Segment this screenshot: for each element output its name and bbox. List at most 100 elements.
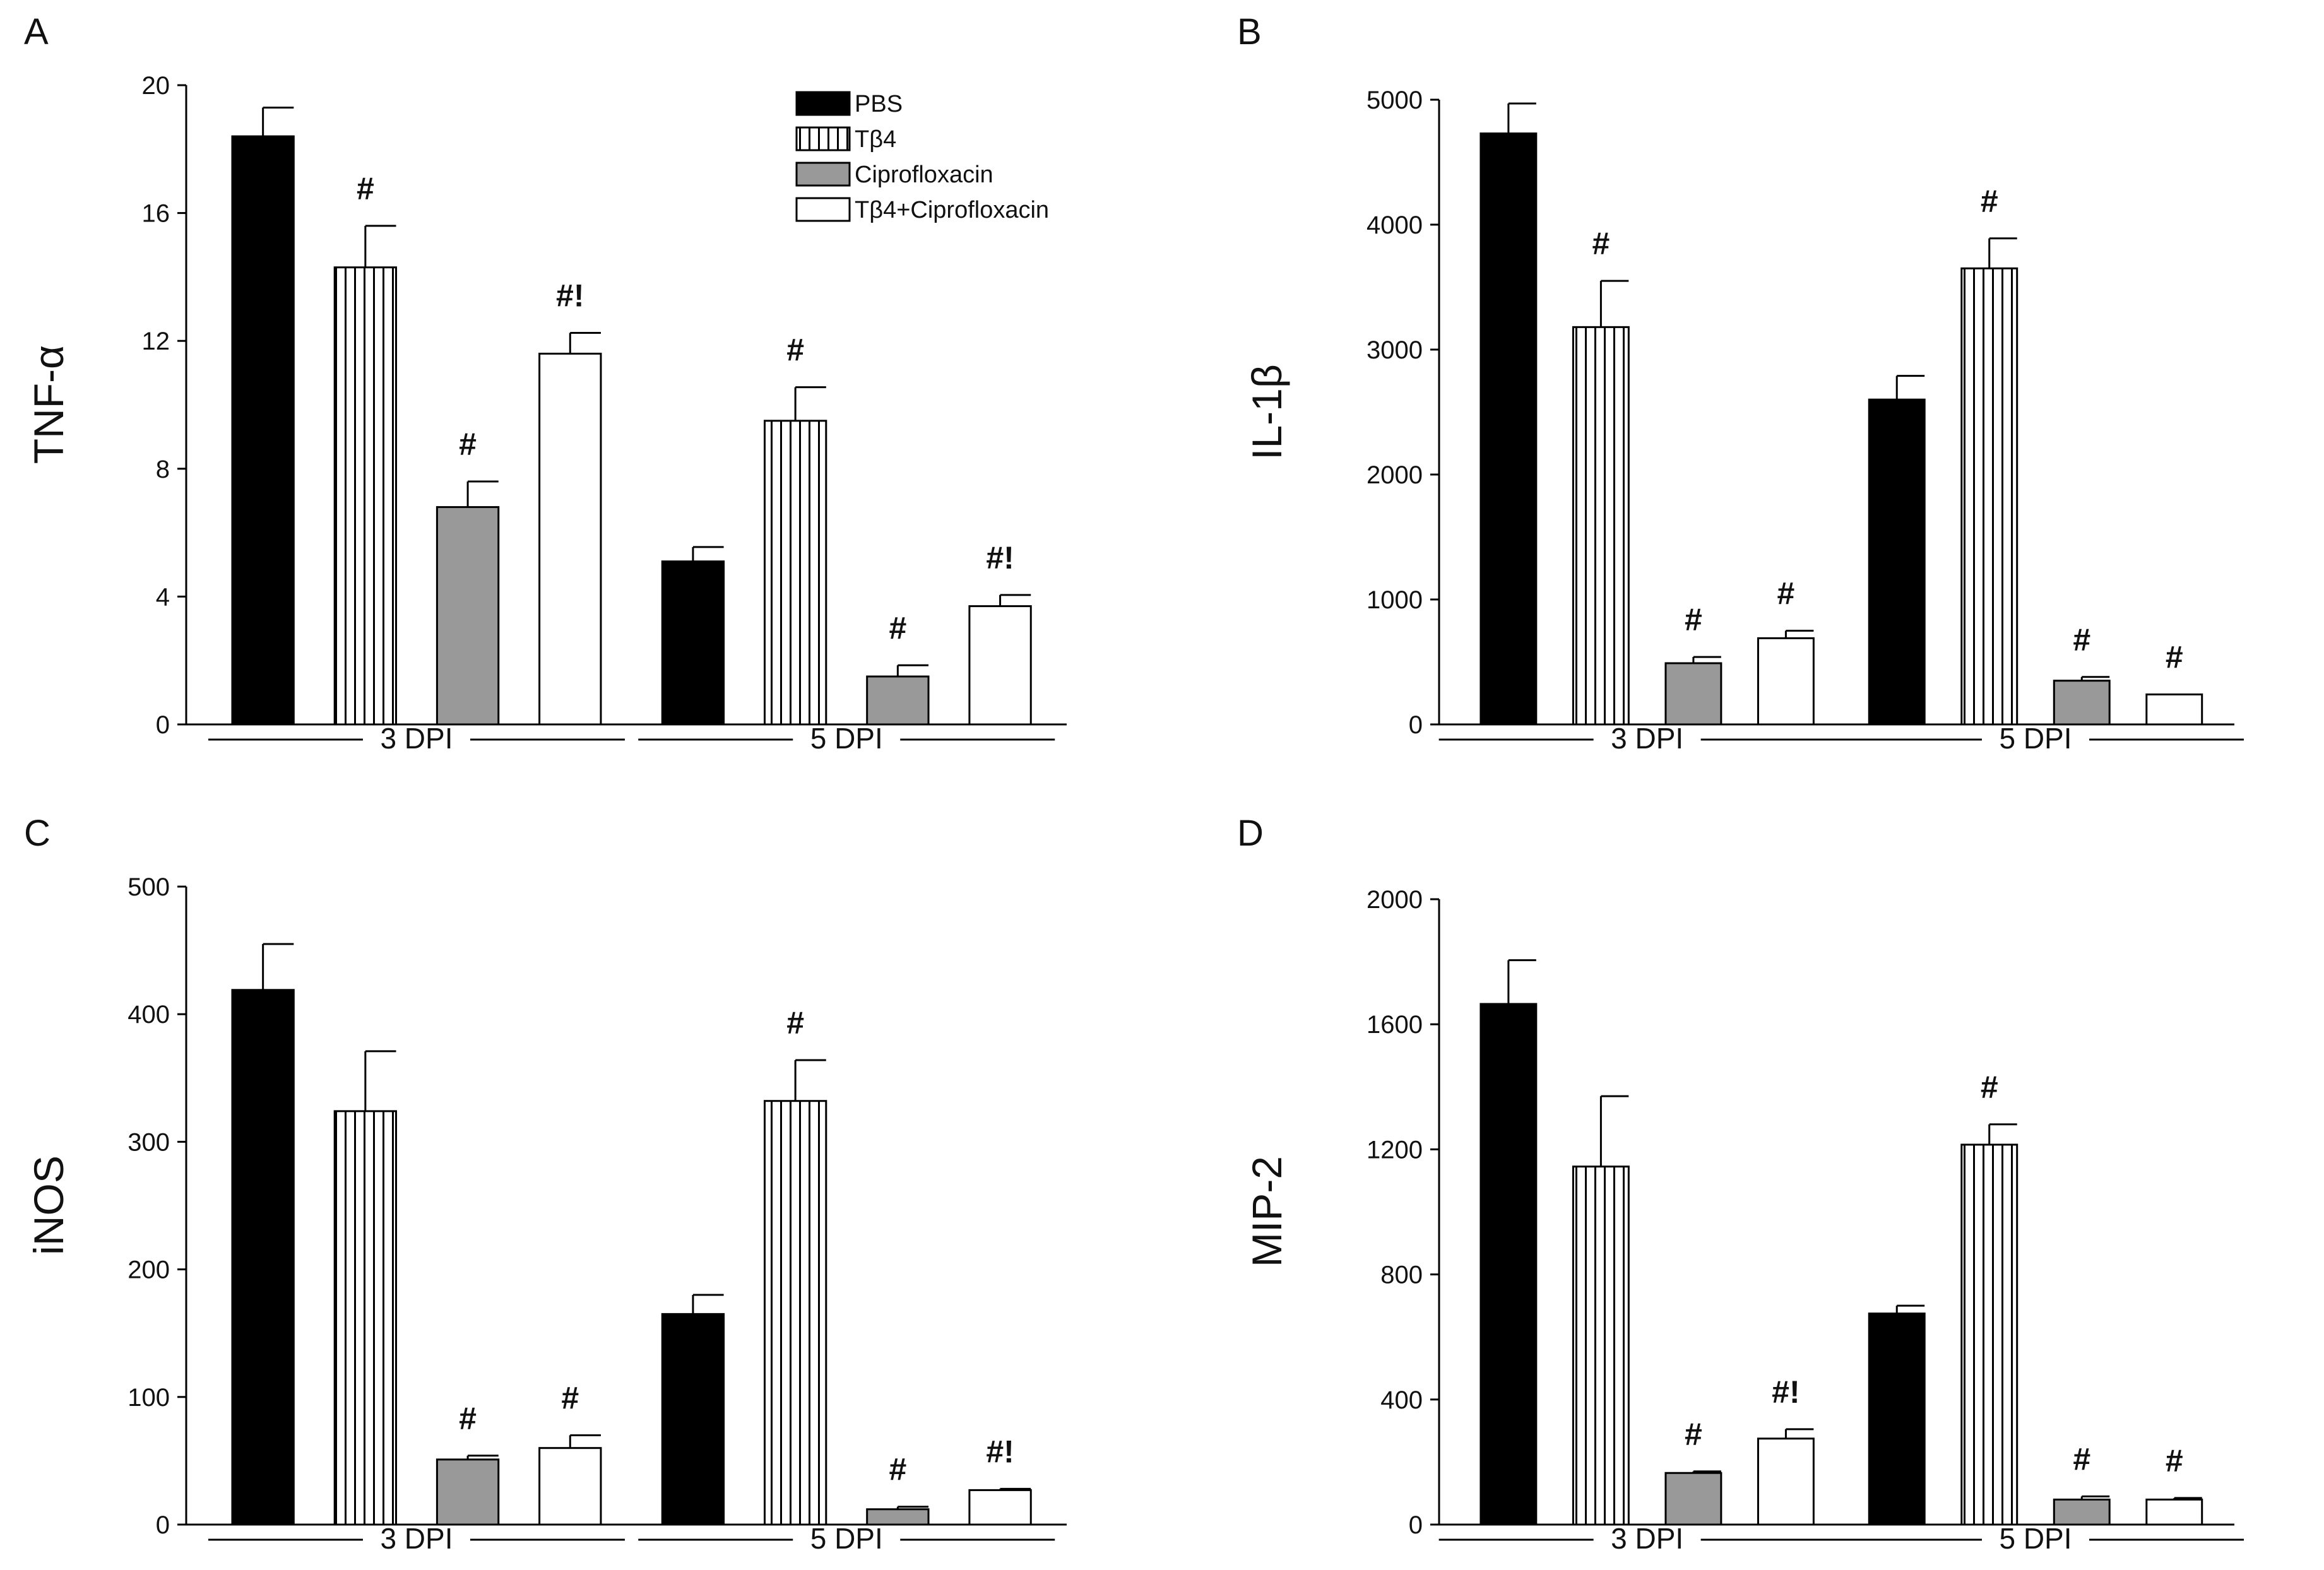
panel-c-3dpi-ciprofloxacin-significance-mark: # (459, 1401, 477, 1436)
panel-b-5dpi-tb4-ciprofloxacin-bar (2145, 693, 2203, 726)
panel-b-3dpi-ciprofloxacin-significance-mark: # (1685, 602, 1702, 637)
panel-a-3dpi-tb4-ciprofloxacin-bar (538, 352, 602, 726)
legend: PBS Tβ4 Ciprofloxacin Tβ4+Ciprofloxacin (795, 91, 1049, 223)
panel-a-3dpi-ciprofloxacin-significance-mark: # (459, 427, 477, 462)
panel-c-5dpi-tb4-ciprofloxacin-significance-mark: #! (986, 1434, 1014, 1469)
panel-d-5dpi-ciprofloxacin-bar (2053, 1498, 2111, 1526)
panel-a-y-tick-label: 16 (142, 200, 170, 228)
panel-b-3dpi-label: 3 DPI (1611, 722, 1683, 755)
panel-a-3dpi-ciprofloxacin-bar (436, 506, 500, 726)
panel-a-3dpi-pbs-bar (231, 135, 295, 726)
panel-c-5dpi-tb4-ciprofloxacin-bar (968, 1489, 1032, 1526)
panel-a: A TNF-α 0 4 8 12 16 20 # # #! # # #! 3 DPI 5 DPI (24, 11, 1067, 755)
panel-a-letter: A (24, 11, 49, 52)
panel-d-letter: D (1237, 813, 1264, 854)
panel-c-5dpi-tb4-significance-mark: # (786, 1005, 804, 1041)
panel-d-3dpi-tb4-ciprofloxacin-bar (1757, 1437, 1815, 1526)
panel-b-5dpi-tb4-significance-mark: # (1981, 184, 1998, 219)
panel-d: D MIP-2 0 400 800 1200 1600 2000 # #! # # #3 DPI 5 DP… (1237, 813, 2244, 1555)
legend-label-ciprofloxacin: Ciprofloxacin (855, 162, 993, 188)
panel-d-y-tick-label: 800 (1380, 1261, 1423, 1289)
panel-c-5dpi-pbs-bar (661, 1313, 725, 1526)
panel-b-5dpi-pbs-bar (1868, 398, 1926, 726)
panel-d-y-tick-label: 1200 (1367, 1136, 1423, 1164)
panel-b-3dpi-tb4-ciprofloxacin-bar (1757, 637, 1815, 726)
panel-d-y-tick-label: 400 (1380, 1386, 1423, 1414)
panel-d-5dpi-tb4-significance-mark: # (1981, 1070, 1998, 1105)
panel-c-3dpi-tb4-bar (333, 1110, 398, 1526)
panel-d-5dpi-label: 5 DPI (1999, 1522, 2072, 1555)
panel-a-5dpi-label: 5 DPI (810, 722, 883, 755)
panel-a-5dpi-ciprofloxacin-bar (866, 675, 930, 726)
legend-swatch-tb4-ciprofloxacin (795, 197, 851, 222)
panel-d-3dpi-tb4-bar (1572, 1166, 1630, 1526)
panel-b-y-axis-label: IL-1β (1243, 364, 1290, 460)
panel-c-5dpi-tb4-bar (763, 1100, 827, 1526)
panel-b-5dpi-label: 5 DPI (1999, 722, 2072, 755)
panel-b-y-tick-label: 5000 (1367, 86, 1423, 114)
panel-b-y-tick-label: 2000 (1367, 461, 1423, 489)
panel-b-5dpi-tb4-bar (1960, 267, 2019, 726)
panel-c-y-axis-label: iNOS (25, 1155, 72, 1255)
legend-label-tb4-ciprofloxacin: Tβ4+Ciprofloxacin (855, 197, 1049, 223)
panel-c-y-tick-label: 300 (127, 1128, 170, 1156)
panel-c-5dpi-ciprofloxacin-significance-mark: # (889, 1452, 906, 1487)
panel-b: B IL-1β 0 1000 2000 3000 4000 5000 # # # # # #3 DPI 5 … (1237, 11, 2244, 755)
panel-d-5dpi-tb4-bar (1960, 1143, 2019, 1526)
panel-d-3dpi-ciprofloxacin-significance-mark: # (1685, 1417, 1702, 1452)
panel-b-letter: B (1237, 11, 1262, 52)
panel-d-5dpi-tb4-ciprofloxacin-significance-mark: # (2166, 1443, 2183, 1479)
panel-c-y-tick-label: 400 (127, 1001, 170, 1029)
panel-a-y-tick-label: 8 (156, 456, 170, 483)
legend-label-pbs: PBS (855, 91, 903, 117)
panel-c-letter: C (24, 813, 50, 854)
legend-swatch-pbs (795, 91, 851, 116)
panel-d-3dpi-pbs-bar (1479, 1003, 1538, 1526)
panel-c-y-tick-label: 100 (127, 1384, 170, 1412)
panel-c-3dpi-pbs-bar (231, 989, 295, 1526)
panel-d-y-tick-label: 0 (1409, 1511, 1423, 1539)
panel-a-y-tick-label: 4 (156, 583, 170, 611)
legend-swatch-tb4 (795, 126, 851, 151)
panel-a-5dpi-tb4-ciprofloxacin-significance-mark: #! (986, 540, 1014, 575)
panel-b-3dpi-tb4-bar (1572, 326, 1630, 726)
panel-c-y-tick-label: 500 (127, 873, 170, 901)
panels: A TNF-α 0 4 8 12 16 20 # # #! # # #! 3 DPI 5 DPI B IL-1β 0… (24, 11, 2244, 1555)
panel-d-y-tick-label: 2000 (1367, 886, 1423, 914)
legend-swatch-ciprofloxacin (795, 162, 851, 187)
panel-a-3dpi-tb4-significance-mark: # (357, 171, 374, 206)
panel-a-y-tick-label: 12 (142, 328, 170, 355)
panel-d-5dpi-ciprofloxacin-significance-mark: # (2073, 1441, 2090, 1477)
panel-a-5dpi-tb4-bar (763, 420, 827, 726)
panel-d-3dpi-tb4-ciprofloxacin-significance-mark: #! (1772, 1374, 1799, 1410)
panel-a-3dpi-label: 3 DPI (380, 722, 453, 755)
panel-a-5dpi-tb4-ciprofloxacin-bar (968, 605, 1032, 726)
panel-a-3dpi-tb4-bar (333, 266, 398, 726)
panel-b-3dpi-ciprofloxacin-bar (1664, 662, 1722, 726)
panel-b-5dpi-ciprofloxacin-bar (2053, 680, 2111, 726)
panel-b-5dpi-ciprofloxacin-significance-mark: # (2073, 622, 2090, 658)
panel-b-5dpi-tb4-ciprofloxacin-significance-mark: # (2166, 639, 2183, 675)
panel-a-3dpi-tb4-ciprofloxacin-significance-mark: #! (556, 278, 584, 314)
panel-d-5dpi-pbs-bar (1868, 1313, 1926, 1526)
panel-d-3dpi-ciprofloxacin-bar (1664, 1472, 1722, 1526)
panel-b-3dpi-tb4-ciprofloxacin-significance-mark: # (1777, 576, 1795, 611)
panel-c-5dpi-label: 5 DPI (810, 1522, 883, 1555)
panel-d-y-tick-label: 1600 (1367, 1011, 1423, 1039)
panel-c-3dpi-tb4-ciprofloxacin-bar (538, 1447, 602, 1526)
panel-b-y-tick-label: 4000 (1367, 211, 1423, 239)
panel-d-5dpi-tb4-ciprofloxacin-bar (2145, 1498, 2203, 1526)
panel-c-3dpi-ciprofloxacin-bar (436, 1458, 500, 1526)
panel-c-3dpi-tb4-ciprofloxacin-significance-mark: # (561, 1380, 579, 1415)
panel-a-5dpi-ciprofloxacin-significance-mark: # (889, 610, 906, 646)
panel-b-y-tick-label: 1000 (1367, 586, 1423, 614)
legend-label-tb4: Tβ4 (855, 126, 896, 153)
panel-b-y-tick-label: 3000 (1367, 336, 1423, 364)
panel-c-3dpi-label: 3 DPI (380, 1522, 453, 1555)
panel-b-3dpi-pbs-bar (1479, 132, 1538, 726)
panel-a-y-axis-label: TNF-α (25, 345, 72, 464)
panel-a-y-tick-label: 0 (156, 711, 170, 739)
panel-b-y-tick-label: 0 (1409, 711, 1423, 739)
